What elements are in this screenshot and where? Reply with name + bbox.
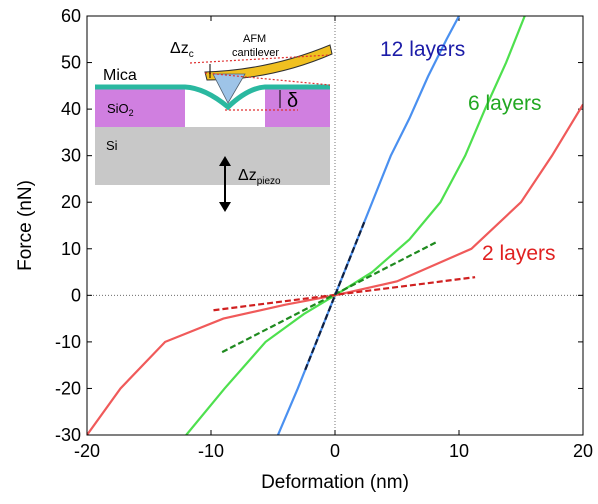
- y-tick-label: 50: [61, 53, 81, 73]
- y-tick-label: -20: [55, 378, 81, 398]
- cantilever-label: cantilever: [232, 47, 279, 59]
- series-label: 2 layers: [482, 242, 556, 265]
- dzc-main: Δz: [170, 40, 189, 57]
- x-tick-label: 20: [573, 441, 593, 461]
- dzpiezo-main: Δz: [238, 167, 257, 184]
- y-tick-label: 30: [61, 146, 81, 166]
- sio2-main: SiO: [107, 101, 129, 116]
- y-tick-label: 10: [61, 239, 81, 259]
- delta-label: δ: [287, 90, 298, 112]
- x-axis-label: Deformation (nm): [261, 472, 409, 493]
- y-tick-label: 20: [61, 192, 81, 212]
- x-tick-label: 0: [330, 441, 340, 461]
- y-tick-label: 0: [71, 285, 81, 305]
- series-label: 12 layers: [380, 38, 465, 61]
- mica-label: Mica: [103, 67, 137, 84]
- y-tick-label: 60: [61, 6, 81, 26]
- dzpiezo-sub: piezo: [257, 176, 281, 187]
- chart: -20-1001020-30-20-100102030405060Deforma…: [0, 0, 598, 499]
- y-tick-label: -30: [55, 425, 81, 445]
- si-layer: [95, 127, 330, 185]
- series-label: 6 layers: [468, 92, 542, 115]
- y-tick-label: 40: [61, 99, 81, 119]
- x-tick-label: -10: [198, 441, 224, 461]
- x-tick-label: 10: [449, 441, 469, 461]
- sio2-sub: 2: [129, 108, 134, 118]
- y-axis-label: Force (nN): [15, 180, 36, 271]
- page: -20-1001020-30-20-100102030405060Deforma…: [0, 0, 598, 504]
- y-tick-label: -10: [55, 332, 81, 352]
- afm-label: AFM: [243, 33, 266, 45]
- dzc-sub: c: [189, 49, 194, 60]
- si-label: Si: [106, 138, 118, 153]
